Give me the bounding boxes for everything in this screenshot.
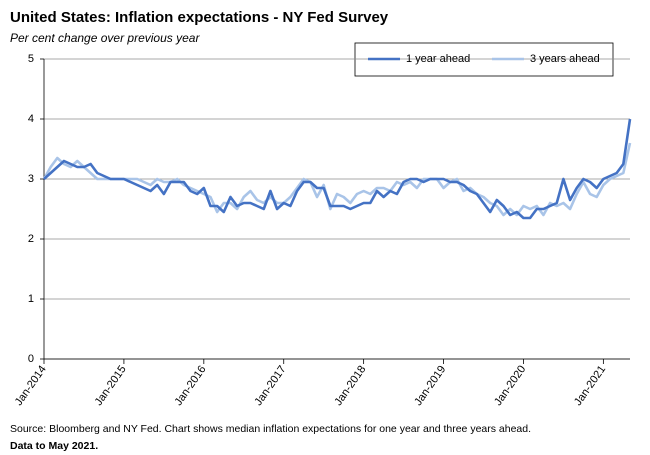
chart-title: United States: Inflation expectations - … [10,9,389,26]
x-tick-label: Jan-2015 [93,364,129,408]
x-tick-label: Jan-2021 [572,364,608,408]
source-note: Source: Bloomberg and NY Fed. Chart show… [10,423,531,435]
y-tick-label: 4 [28,113,34,125]
legend-label: 3 years ahead [530,53,600,65]
x-tick-label: Jan-2018 [332,364,368,408]
x-tick-label: Jan-2019 [412,364,448,408]
y-tick-label: 5 [28,53,34,65]
chart-subtitle: Per cent change over previous year [10,31,200,45]
y-tick-label: 1 [28,293,34,305]
x-tick-label: Jan-2016 [173,364,209,408]
x-tick-label: Jan-2014 [13,364,49,408]
y-tick-label: 0 [28,353,34,365]
series-line [43,118,632,220]
x-tick-label: Jan-2020 [492,364,528,408]
y-tick-label: 3 [28,173,34,185]
legend-label: 1 year ahead [406,53,470,65]
x-tick-label: Jan-2017 [252,364,288,408]
data-note: Data to May 2021. [10,440,98,452]
y-tick-label: 2 [28,233,34,245]
series-line [42,142,632,217]
